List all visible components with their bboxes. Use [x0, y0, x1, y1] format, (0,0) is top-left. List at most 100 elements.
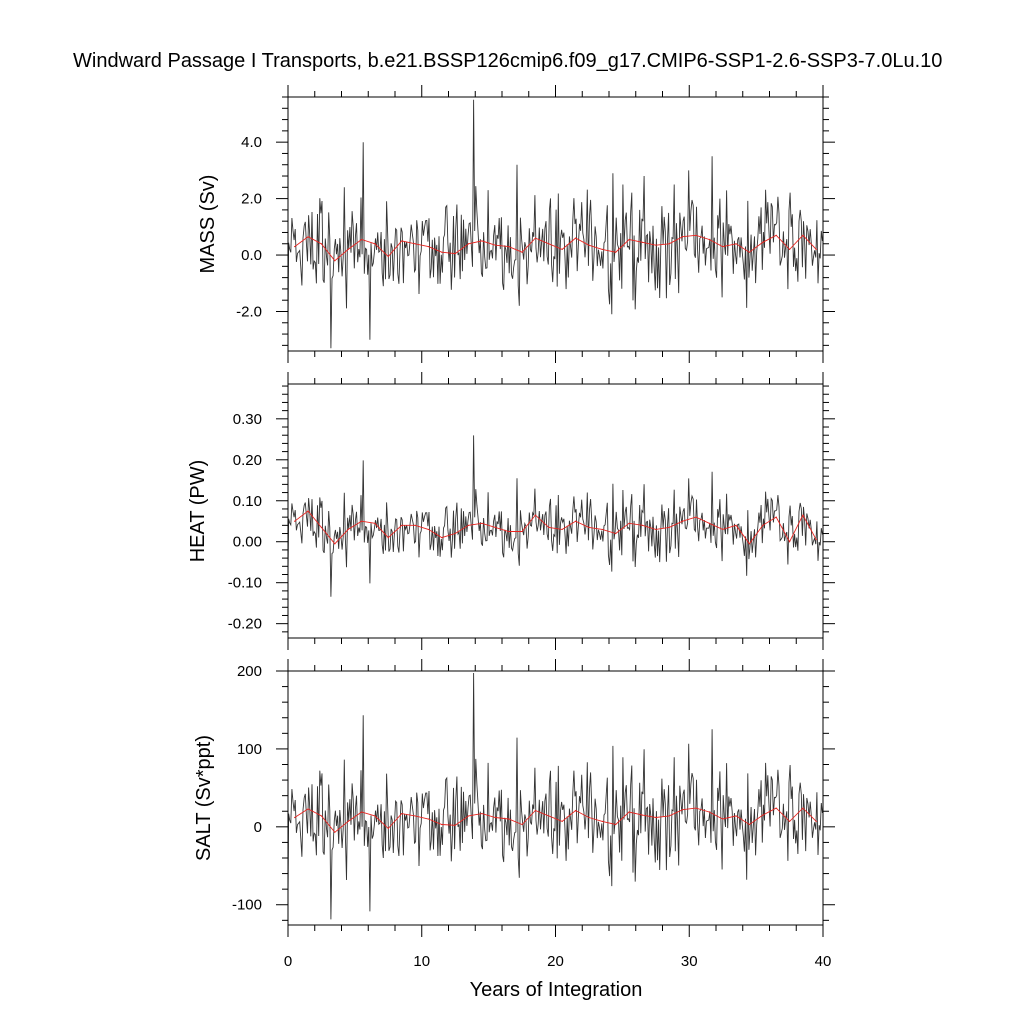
- annual-mean-point: [762, 814, 764, 816]
- x-axis-label: Years of Integration: [470, 979, 643, 1001]
- annual-mean-point: [320, 526, 323, 528]
- annual-mean-point: [708, 238, 710, 241]
- annual-mean-point: [762, 241, 764, 243]
- annual-mean-point: [588, 244, 590, 246]
- monthly-series-line: [288, 672, 823, 920]
- annual-mean-point: [722, 818, 724, 820]
- annual-mean-point: [427, 245, 430, 248]
- annual-mean-point: [374, 243, 376, 245]
- annual-mean-point: [735, 815, 737, 817]
- annual-mean-point: [508, 245, 510, 248]
- annual-mean-point: [588, 526, 590, 528]
- annual-mean-point: [294, 816, 296, 819]
- x-tick-label: 40: [815, 953, 832, 970]
- annual-mean-point: [668, 243, 670, 245]
- annual-mean-point: [441, 251, 443, 253]
- annual-mean-point: [655, 816, 657, 819]
- annual-mean-point: [668, 815, 670, 817]
- annual-mean-point: [360, 811, 363, 813]
- annual-mean-point: [414, 243, 416, 245]
- annual-mean-point: [387, 537, 389, 539]
- annual-mean-point: [788, 820, 791, 822]
- annual-mean-point: [320, 815, 323, 817]
- annual-mean-point: [628, 811, 630, 813]
- annual-mean-point: [481, 240, 483, 242]
- annual-mean-point: [441, 537, 443, 539]
- y-tick-label: 0.20: [233, 452, 262, 469]
- annual-mean-point: [668, 526, 670, 528]
- annual-mean-point: [574, 237, 577, 239]
- annual-mean-point: [775, 516, 777, 518]
- annual-mean-point: [521, 823, 523, 826]
- annual-mean-point: [401, 524, 403, 526]
- annual-mean-point: [775, 807, 777, 809]
- annual-mean-point: [334, 260, 336, 262]
- monthly-series-line: [288, 99, 823, 349]
- annual-mean-point: [307, 510, 309, 512]
- monthly-series-line: [288, 435, 823, 597]
- annual-mean-point: [681, 236, 684, 238]
- annual-mean-point: [615, 823, 617, 826]
- annual-mean-point: [494, 816, 496, 819]
- annual-mean-point: [615, 532, 617, 535]
- annual-mean-point: [708, 522, 710, 524]
- annual-mean-point: [347, 820, 349, 822]
- y-tick-label: 0: [254, 819, 262, 836]
- annual-mean-point: [802, 807, 804, 809]
- annual-mean-point: [494, 526, 496, 528]
- annual-mean-point: [294, 520, 296, 522]
- annual-mean-point: [681, 520, 684, 522]
- panel-2: -0.20 -0.10 0.00 0.10 0.20 0.30 HEAT (PW): [187, 372, 835, 650]
- y-tick-label: 0.30: [233, 411, 262, 428]
- annual-mean-point: [360, 238, 363, 241]
- annual-mean-point: [508, 818, 510, 820]
- annual-mean-point: [534, 809, 537, 812]
- annual-mean-point: [655, 528, 657, 531]
- y-tick-label: 0.10: [233, 493, 262, 510]
- annual-mean-point: [534, 237, 537, 239]
- annual-mean-point: [454, 253, 456, 255]
- x-tick-label: 20: [547, 953, 564, 970]
- annual-mean-point: [548, 815, 550, 817]
- annual-mean-point: [441, 823, 443, 826]
- x-tick-label: 10: [413, 953, 430, 970]
- annual-mean-point: [334, 543, 336, 545]
- annual-mean-point: [588, 816, 590, 819]
- annual-mean-point: [414, 524, 416, 526]
- annual-mean-line: [294, 807, 817, 833]
- y-axis-label: SALT (Sv*ppt): [193, 735, 215, 861]
- annual-mean-point: [748, 251, 751, 253]
- annual-mean-point: [748, 823, 751, 826]
- annual-mean-point: [294, 245, 296, 248]
- annual-mean-point: [347, 528, 349, 531]
- annual-mean-point: [641, 814, 644, 816]
- panel-1: -2.0 0.0 2.0 4.0 MASS (Sv): [197, 85, 835, 363]
- annual-mean-point: [320, 243, 323, 245]
- annual-mean-point: [628, 522, 630, 524]
- annual-mean-point: [548, 243, 550, 245]
- annual-mean-point: [748, 543, 751, 545]
- panel-3: -100 0 100 200 SALT (Sv*ppt) 0 10 20 30 40: [193, 659, 835, 970]
- annual-mean-point: [534, 514, 537, 516]
- annual-mean-point: [374, 815, 376, 817]
- annual-mean-point: [427, 818, 430, 820]
- annual-mean-point: [574, 809, 577, 812]
- annual-mean-point: [414, 815, 416, 817]
- y-tick-label: 0.00: [233, 534, 262, 551]
- annual-mean-point: [387, 827, 389, 829]
- annual-mean-point: [334, 831, 336, 833]
- annual-mean-point: [815, 539, 817, 541]
- y-tick-label: 2.0: [241, 191, 262, 208]
- annual-mean-point: [401, 812, 403, 815]
- y-tick-label: -2.0: [236, 303, 262, 320]
- annual-mean-point: [655, 244, 657, 246]
- y-axis-label: MASS (Sv): [197, 175, 219, 274]
- y-tick-label: -100: [232, 897, 262, 914]
- annual-mean-point: [467, 524, 470, 526]
- annual-mean-point: [802, 514, 804, 516]
- y-tick-label: 0.0: [241, 247, 262, 264]
- y-tick-label: -0.20: [228, 616, 262, 633]
- y-tick-label: 200: [237, 663, 262, 680]
- annual-mean-point: [387, 255, 389, 258]
- annual-mean-point: [722, 245, 724, 248]
